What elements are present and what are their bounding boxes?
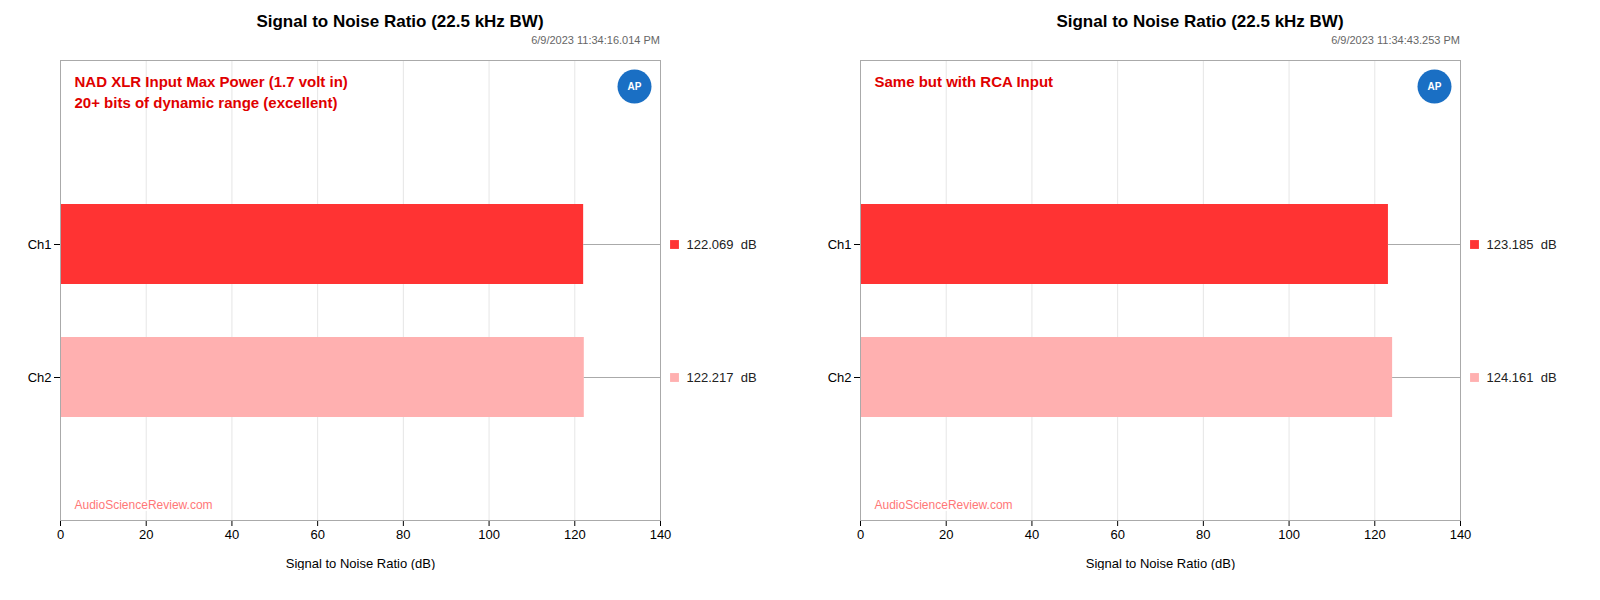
svg-text:120: 120 bbox=[1364, 527, 1386, 542]
svg-text:Ch1: Ch1 bbox=[828, 237, 852, 252]
svg-text:AP: AP bbox=[1428, 81, 1442, 92]
svg-text:AP: AP bbox=[628, 81, 642, 92]
svg-text:NAD XLR Input Max Power (1.7 v: NAD XLR Input Max Power (1.7 volt in)20+… bbox=[75, 73, 348, 111]
svg-text:80: 80 bbox=[396, 527, 410, 542]
svg-text:40: 40 bbox=[225, 527, 239, 542]
svg-text:Ch2: Ch2 bbox=[828, 370, 852, 385]
svg-text:122.217 dB: 122.217 dB bbox=[687, 370, 757, 385]
svg-text:0: 0 bbox=[857, 527, 864, 542]
html-text:6/9/2023 11:34:43.253 PM: 6/9/2023 11:34:43.253 PM bbox=[1331, 34, 1460, 46]
svg-text:60: 60 bbox=[1110, 527, 1124, 542]
svg-text:100: 100 bbox=[1278, 527, 1300, 542]
html-text:6/9/2023 11:34:16.014 PM: 6/9/2023 11:34:16.014 PM bbox=[531, 34, 660, 46]
svg-text:AudioScienceReview.com: AudioScienceReview.com bbox=[75, 498, 213, 512]
svg-text:123.185 dB: 123.185 dB bbox=[1487, 237, 1557, 252]
svg-text:122.069 dB: 122.069 dB bbox=[687, 237, 757, 252]
svg-text:Signal to Noise Ratio (dB): Signal to Noise Ratio (dB) bbox=[286, 556, 436, 571]
html-text:Signal to Noise Ratio (22.5 kH: Signal to Noise Ratio (22.5 kHz BW) bbox=[1056, 12, 1344, 31]
svg-text:20: 20 bbox=[139, 527, 153, 542]
svg-text:140: 140 bbox=[1450, 527, 1472, 542]
svg-text:140: 140 bbox=[650, 527, 672, 542]
svg-text:124.161 dB: 124.161 dB bbox=[1487, 370, 1557, 385]
svg-text:Signal to Noise Ratio (dB): Signal to Noise Ratio (dB) bbox=[1086, 556, 1236, 571]
svg-text:AudioScienceReview.com: AudioScienceReview.com bbox=[875, 498, 1013, 512]
svg-text:120: 120 bbox=[564, 527, 586, 542]
svg-text:Ch1: Ch1 bbox=[28, 237, 52, 252]
svg-text:40: 40 bbox=[1025, 527, 1039, 542]
svg-text:Ch2: Ch2 bbox=[28, 370, 52, 385]
svg-text:80: 80 bbox=[1196, 527, 1210, 542]
svg-text:60: 60 bbox=[310, 527, 324, 542]
svg-text:Same but with RCA Input: Same but with RCA Input bbox=[875, 73, 1054, 90]
svg-text:20: 20 bbox=[939, 527, 953, 542]
html-text:Signal to Noise Ratio (22.5 kH: Signal to Noise Ratio (22.5 kHz BW) bbox=[256, 12, 544, 31]
svg-text:100: 100 bbox=[478, 527, 500, 542]
svg-text:0: 0 bbox=[57, 527, 64, 542]
